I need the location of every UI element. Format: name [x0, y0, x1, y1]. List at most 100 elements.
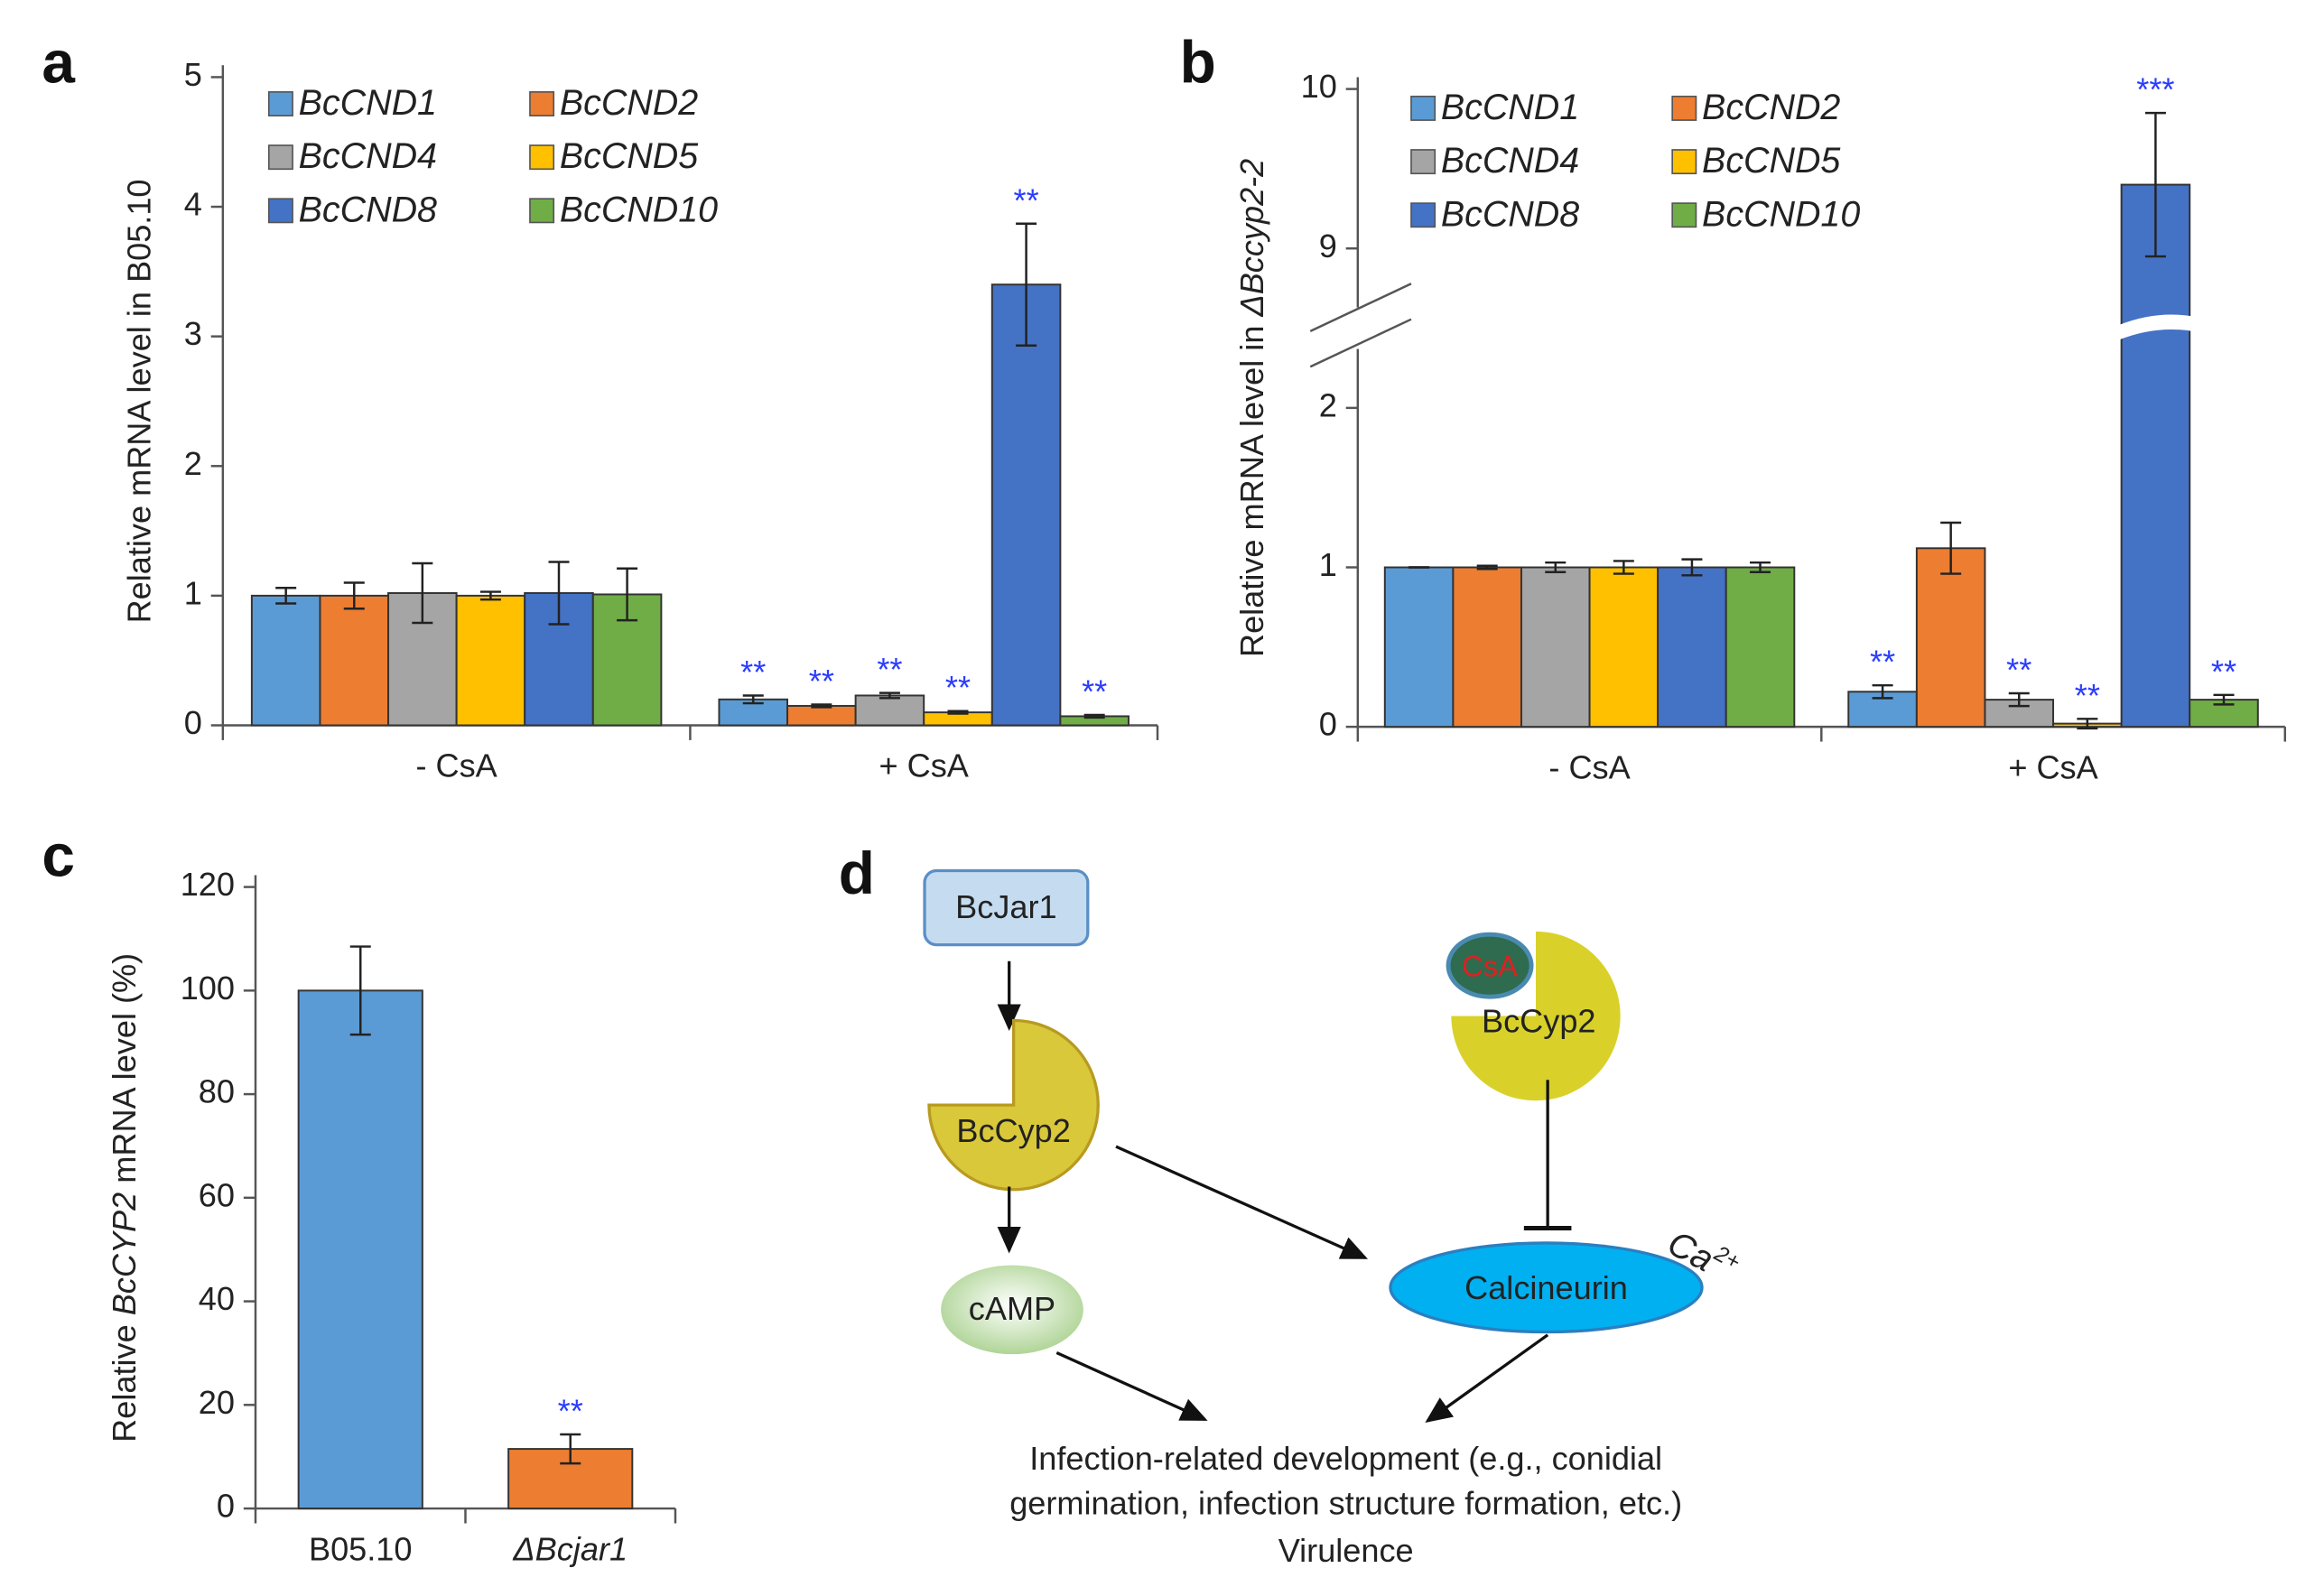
legend-swatch [267, 198, 293, 224]
legend-swatch [267, 144, 293, 171]
y-axis-label: Relative mRNA level in B05.10 [120, 179, 157, 623]
significance-label: ** [1870, 644, 1895, 681]
pathway-diagram: d BcJar1 BcCyp2 cAMP Calcineurin CsA BcC… [839, 840, 1744, 1569]
bar [1452, 566, 1522, 728]
bar [2120, 183, 2191, 728]
y-tick-label: 4 [184, 186, 202, 223]
significance-label: ** [2006, 652, 2031, 689]
x-tick-label: ΔBcjar1 [512, 1530, 628, 1567]
y-axis-label: Relative mRNA level in ΔBccyp2-2 [1232, 159, 1269, 657]
bar [250, 594, 321, 727]
legend-label: BcCND4 [1441, 141, 1579, 181]
axis-break-mark [1309, 318, 1412, 368]
y-axis-label-part: Relative mRNA level in B05.10 [120, 179, 157, 623]
bar [1915, 547, 1986, 728]
arrow [1055, 1351, 1208, 1421]
legend-swatch [1671, 202, 1697, 228]
y-tick-label: 5 [184, 56, 202, 93]
significance-label: ** [877, 651, 902, 688]
y-tick-label: 1 [184, 574, 202, 611]
bar [591, 593, 663, 727]
panel-label: b [1180, 29, 1216, 95]
calcineurin-shape [1389, 1241, 1704, 1334]
legend-label: BcCND8 [1441, 194, 1579, 234]
arrow [1425, 1333, 1549, 1424]
legend-label: BcCND2 [560, 83, 698, 123]
legend-label: BcCND5 [560, 136, 699, 176]
bcjar1-box [923, 868, 1090, 947]
y-tick-label: 120 [181, 866, 235, 903]
significance-label: ** [945, 669, 971, 706]
outcome-text: Infection-related development (e.g., con… [1029, 1440, 1662, 1477]
y-tick-label: 0 [1319, 706, 1337, 743]
node-label: BcCyp2 [956, 1112, 1071, 1149]
significance-label: ** [740, 654, 766, 691]
panel-label: a [42, 29, 75, 95]
legend-swatch [1671, 95, 1697, 121]
axis-break-mark [1309, 283, 1412, 332]
bar [1725, 566, 1796, 728]
x-tick-label: - CsA [1548, 748, 1631, 785]
significance-label: ** [2075, 677, 2100, 714]
outcome-text: Virulence [1278, 1532, 1414, 1569]
y-tick-label: 1 [1319, 546, 1337, 583]
y-tick-label: 0 [184, 704, 202, 741]
legend-label: BcCND5 [1702, 141, 1841, 181]
significance-label: ** [2211, 653, 2236, 690]
bar [1657, 566, 1727, 728]
y-tick-label: 80 [199, 1073, 235, 1110]
significance-label: ** [1082, 673, 1107, 710]
legend-label: BcCND10 [1702, 194, 1860, 234]
bar-break [2118, 314, 2193, 340]
significance-label: ** [809, 663, 834, 700]
camp-shape [941, 1265, 1083, 1355]
bar [786, 704, 857, 727]
panel-label: c [42, 822, 75, 888]
legend-label: BcCND8 [299, 190, 437, 229]
node-label: Calcineurin [1464, 1269, 1628, 1306]
legend-swatch [529, 91, 555, 116]
y-tick-label: 2 [1319, 386, 1337, 423]
y-axis-label-part: mRNA level (%) [106, 953, 143, 1192]
x-tick-label: - CsA [415, 747, 497, 784]
y-tick-label: 10 [1301, 68, 1337, 105]
y-tick-label: 3 [184, 315, 202, 352]
legend-swatch [1410, 149, 1436, 175]
x-tick-label: + CsA [879, 747, 970, 784]
y-tick-label: 2 [184, 445, 202, 482]
node-label: BcCyp2 [1482, 1002, 1595, 1039]
bccyp2-shape [927, 1018, 1100, 1192]
legend-swatch [529, 144, 555, 171]
node-label: BcJar1 [955, 888, 1056, 925]
y-tick-label: 20 [199, 1384, 235, 1421]
significance-label: *** [2136, 71, 2174, 108]
node-label: cAMP [969, 1290, 1055, 1327]
y-tick-label: 60 [199, 1176, 235, 1213]
x-tick-label: B05.10 [309, 1530, 413, 1567]
y-axis-label: Relative BcCYP2 mRNA level (%) [106, 953, 143, 1443]
y-axis-label-part: Relative mRNA level in [1232, 317, 1269, 657]
bccyp2-csa-shape [1451, 931, 1621, 1101]
bar [319, 594, 390, 727]
legend-label: BcCND10 [560, 190, 718, 229]
bar [1520, 566, 1591, 728]
legend-label: BcCND2 [1702, 88, 1840, 127]
y-tick-label: 9 [1319, 227, 1337, 264]
y-axis-label-part: Relative [106, 1315, 143, 1443]
legend-swatch [1410, 202, 1436, 228]
bar [854, 694, 925, 727]
outcome-text: germination, infection structure formati… [1009, 1484, 1682, 1521]
legend-swatch [267, 91, 293, 116]
legend-label: BcCND1 [299, 83, 437, 123]
arrow [1115, 1145, 1369, 1259]
node-label: CsA [1462, 950, 1518, 983]
panel-label: d [839, 840, 875, 906]
y-axis-label-part: ΔBccyp2-2 [1232, 159, 1269, 318]
y-tick-label: 100 [181, 970, 235, 1007]
x-tick-label: + CsA [2008, 748, 2098, 785]
y-axis-label-part: BcCYP2 [106, 1192, 143, 1316]
legend-label: BcCND4 [299, 136, 437, 176]
y-tick-label: 0 [217, 1488, 235, 1525]
legend-swatch [1671, 149, 1697, 175]
